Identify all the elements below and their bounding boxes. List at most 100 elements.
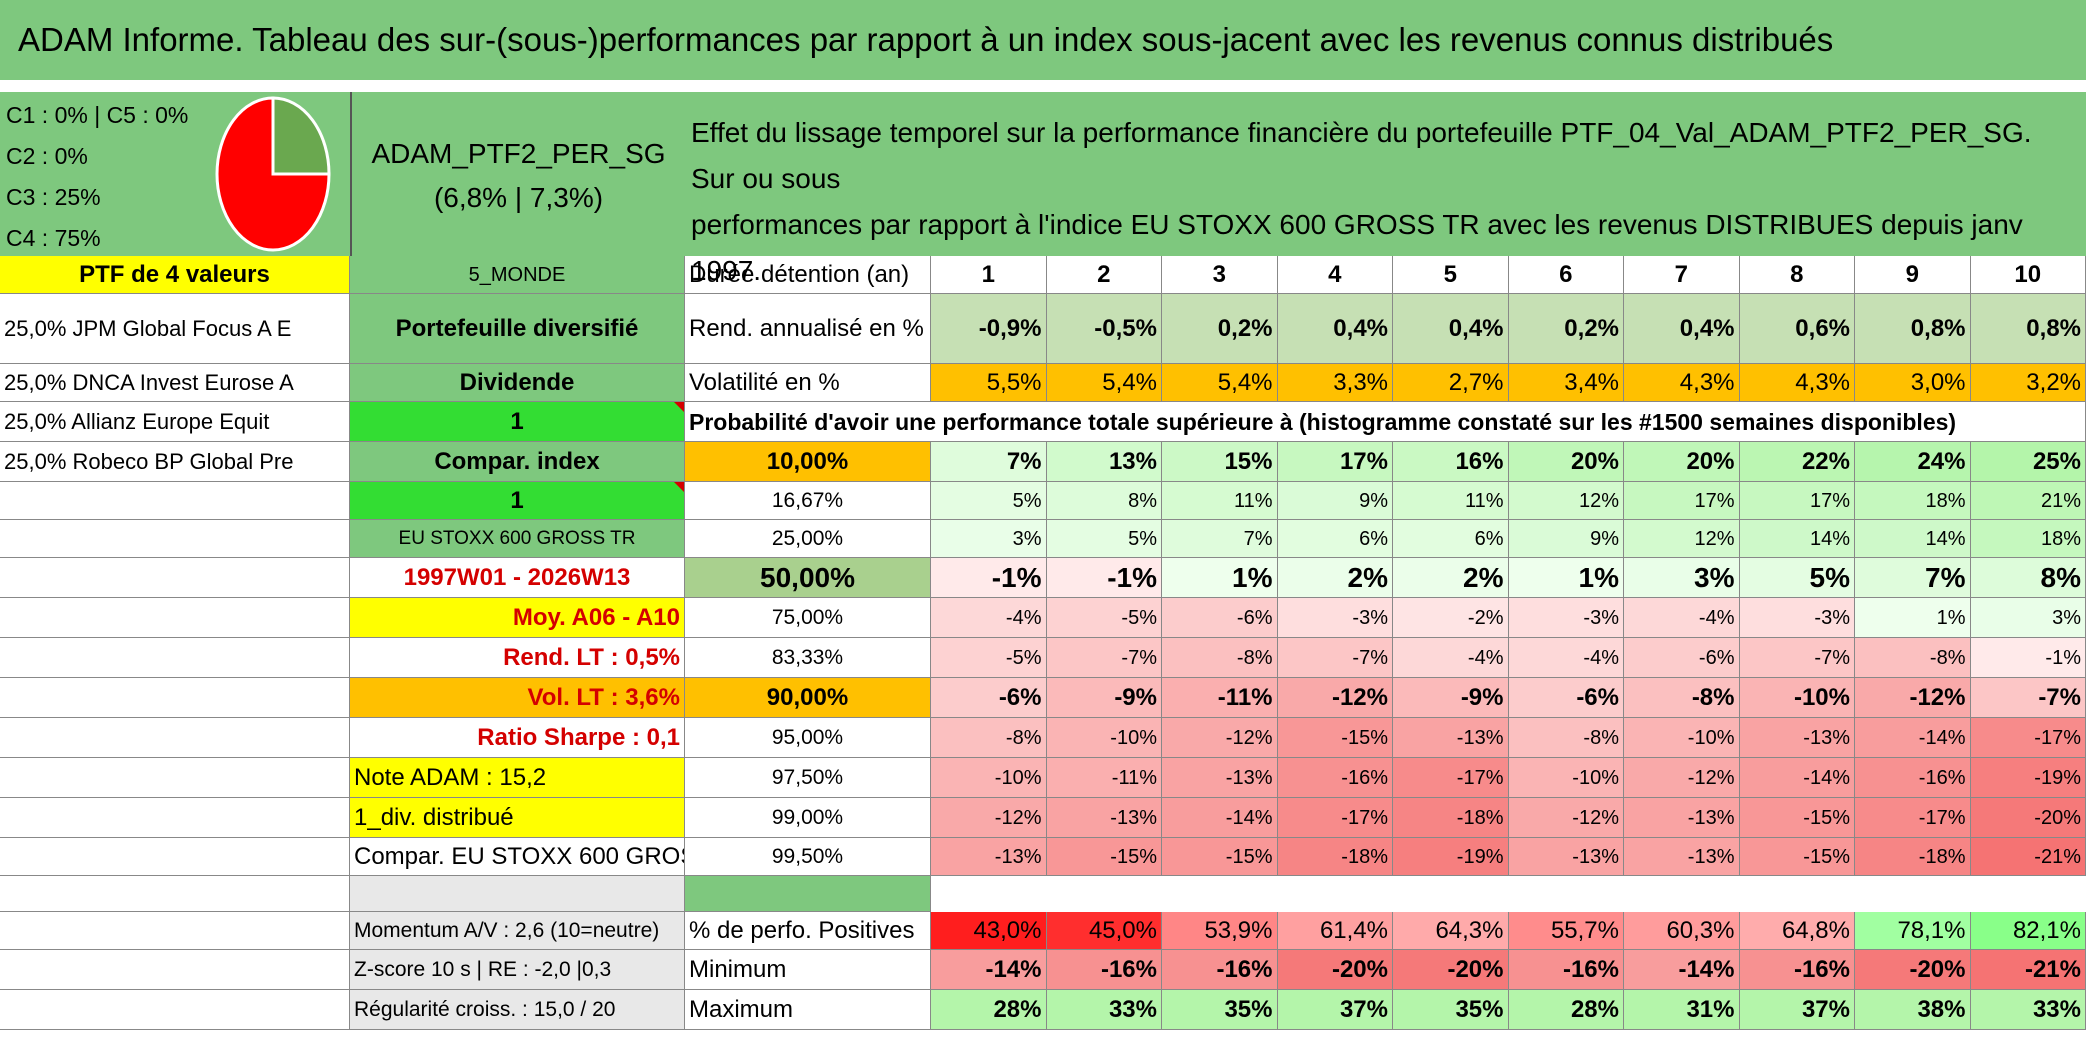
prob-value: -18% bbox=[1277, 838, 1393, 876]
prob-value: -12% bbox=[1277, 678, 1393, 718]
prob-value: -1% bbox=[1046, 558, 1162, 598]
quantile-10: 99,50% bbox=[685, 838, 931, 876]
portfolio-perf: (6,8% | 7,3%) bbox=[433, 182, 604, 213]
prob-value: 17% bbox=[1739, 482, 1855, 520]
prob-value: 3% bbox=[931, 520, 1047, 558]
prob-value: -14% bbox=[1739, 758, 1855, 798]
pie-slice-c3 bbox=[271, 96, 331, 176]
spacer-white bbox=[1278, 876, 1394, 912]
min-value: -14% bbox=[931, 950, 1047, 990]
col-b-one-a: 1 bbox=[350, 402, 685, 442]
quantile-8: 97,50% bbox=[685, 758, 931, 798]
prob-value: -13% bbox=[1624, 838, 1740, 876]
prob-value: 7% bbox=[1855, 558, 1971, 598]
max-value: 35% bbox=[1393, 990, 1509, 1030]
prob-value: -14% bbox=[1162, 798, 1278, 838]
prob-value: -12% bbox=[931, 798, 1047, 838]
min-value: -16% bbox=[1162, 950, 1278, 990]
col-b-rend-lt: Rend. LT : 0,5% bbox=[350, 638, 685, 678]
prob-value: -16% bbox=[1855, 758, 1971, 798]
year-4: 4 bbox=[1277, 256, 1393, 294]
col-a-empty bbox=[0, 758, 350, 798]
spacer-white bbox=[1971, 876, 2086, 912]
effect-text-line-2: performances par rapport à l'indice EU S… bbox=[691, 209, 2023, 286]
max-value: 33% bbox=[1970, 990, 2086, 1030]
prob-value: -5% bbox=[1046, 598, 1162, 638]
vol-value: 3,2% bbox=[1970, 364, 2086, 402]
prob-value: -1% bbox=[931, 558, 1047, 598]
prob-value: 7% bbox=[1162, 520, 1278, 558]
prob-value: 3% bbox=[1970, 598, 2086, 638]
prob-value: 5% bbox=[931, 482, 1047, 520]
prob-value: 9% bbox=[1508, 520, 1624, 558]
prob-value: 6% bbox=[1393, 520, 1509, 558]
rend-value: 0,8% bbox=[1970, 294, 2086, 364]
col-a-empty bbox=[0, 990, 350, 1030]
prob-value: -17% bbox=[1277, 798, 1393, 838]
prob-value: -16% bbox=[1277, 758, 1393, 798]
max-value: 28% bbox=[1508, 990, 1624, 1030]
vol-value: 5,4% bbox=[1162, 364, 1278, 402]
prob-value: -15% bbox=[1739, 838, 1855, 876]
prob-value: 22% bbox=[1739, 442, 1855, 482]
prob-value: -10% bbox=[1739, 678, 1855, 718]
max-value: 37% bbox=[1739, 990, 1855, 1030]
rend-value: 0,8% bbox=[1855, 294, 1971, 364]
title-separator bbox=[0, 80, 2086, 90]
max-value: 37% bbox=[1277, 990, 1393, 1030]
rend-value: -0,9% bbox=[931, 294, 1047, 364]
col-b-avg: Moy. A06 - A10 bbox=[350, 598, 685, 638]
spacer-white bbox=[1740, 876, 1856, 912]
pos-value: 53,9% bbox=[1162, 912, 1278, 950]
col-b-regularite: Régularité croiss. : 15,0 / 20 bbox=[350, 990, 685, 1030]
min-value: -16% bbox=[1046, 950, 1162, 990]
portfolio-box: ADAM_PTF2_PER_SG (6,8% | 7,3%) bbox=[350, 92, 685, 256]
prob-value: -10% bbox=[1508, 758, 1624, 798]
prob-value: 25% bbox=[1970, 442, 2086, 482]
duration-label: Durée détention (an) bbox=[685, 256, 931, 294]
max-label: Maximum bbox=[685, 990, 931, 1030]
min-value: -16% bbox=[1508, 950, 1624, 990]
rend-label: Rend. annualisé en % bbox=[685, 294, 931, 364]
pos-value: 61,4% bbox=[1277, 912, 1393, 950]
legend-c3: C3 : 25% bbox=[6, 184, 101, 210]
spacer-white bbox=[1855, 876, 1971, 912]
pos-value: 82,1% bbox=[1970, 912, 2086, 950]
prob-value: -13% bbox=[1508, 838, 1624, 876]
col-b-sharpe: Ratio Sharpe : 0,1 bbox=[350, 718, 685, 758]
pos-label: % de perfo. Positives bbox=[685, 912, 931, 950]
year-8: 8 bbox=[1739, 256, 1855, 294]
spacer-white bbox=[1047, 876, 1163, 912]
quantile-7: 95,00% bbox=[685, 718, 931, 758]
prob-value: -6% bbox=[1508, 678, 1624, 718]
prob-value: -17% bbox=[1855, 798, 1971, 838]
col-a-empty bbox=[0, 482, 350, 520]
col-b-zscore: Z-score 10 s | RE : -2,0 |0,3 bbox=[350, 950, 685, 990]
prob-value: 12% bbox=[1508, 482, 1624, 520]
prob-value: -4% bbox=[1624, 598, 1740, 638]
prob-value: -11% bbox=[1162, 678, 1278, 718]
col-b-note: Note ADAM : 15,2 bbox=[350, 758, 685, 798]
prob-value: 8% bbox=[1970, 558, 2086, 598]
max-value: 38% bbox=[1855, 990, 1971, 1030]
min-value: -16% bbox=[1739, 950, 1855, 990]
rend-value: 0,4% bbox=[1277, 294, 1393, 364]
prob-value: -11% bbox=[1046, 758, 1162, 798]
probability-title: Probabilité d'avoir une performance tota… bbox=[685, 402, 2086, 442]
prob-value: 17% bbox=[1624, 482, 1740, 520]
col-a-empty bbox=[0, 598, 350, 638]
vol-value: 5,5% bbox=[931, 364, 1047, 402]
prob-value: 2% bbox=[1277, 558, 1393, 598]
quantile-2: 25,00% bbox=[685, 520, 931, 558]
max-value: 33% bbox=[1046, 990, 1162, 1030]
rend-value: 0,6% bbox=[1739, 294, 1855, 364]
prob-value: -13% bbox=[1624, 798, 1740, 838]
prob-value: -8% bbox=[1162, 638, 1278, 678]
spacer-white bbox=[1624, 876, 1740, 912]
year-9: 9 bbox=[1855, 256, 1971, 294]
quantile-1: 16,67% bbox=[685, 482, 931, 520]
portfolio-name: ADAM_PTF2_PER_SG bbox=[371, 138, 666, 169]
prob-value: -12% bbox=[1162, 718, 1278, 758]
prob-value: -7% bbox=[1277, 638, 1393, 678]
col-b-vol-lt: Vol. LT : 3,6% bbox=[350, 678, 685, 718]
